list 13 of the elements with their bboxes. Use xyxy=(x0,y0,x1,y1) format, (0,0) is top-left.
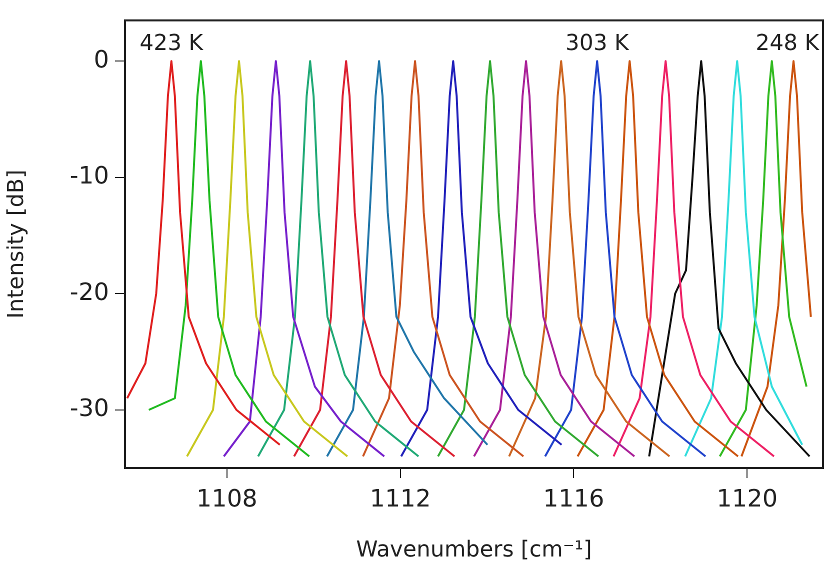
y-tick-label: -10 xyxy=(70,162,109,190)
y-tick-label: -30 xyxy=(70,394,109,422)
annotation: 303 K xyxy=(565,30,630,56)
x-tick-label: 1116 xyxy=(543,484,604,513)
y-tick-label: 0 xyxy=(94,45,109,74)
annotation: 423 K xyxy=(140,30,204,56)
annotation: 248 K xyxy=(756,30,820,56)
y-axis-title: Intensity [dB] xyxy=(4,170,29,319)
x-tick-label: 1108 xyxy=(196,484,258,513)
x-tick-label: 1112 xyxy=(370,484,431,513)
x-tick-label: 1120 xyxy=(716,484,778,513)
x-axis-title: Wavenumbers [cm⁻¹] xyxy=(356,538,592,563)
y-tick-label: -20 xyxy=(70,278,109,306)
